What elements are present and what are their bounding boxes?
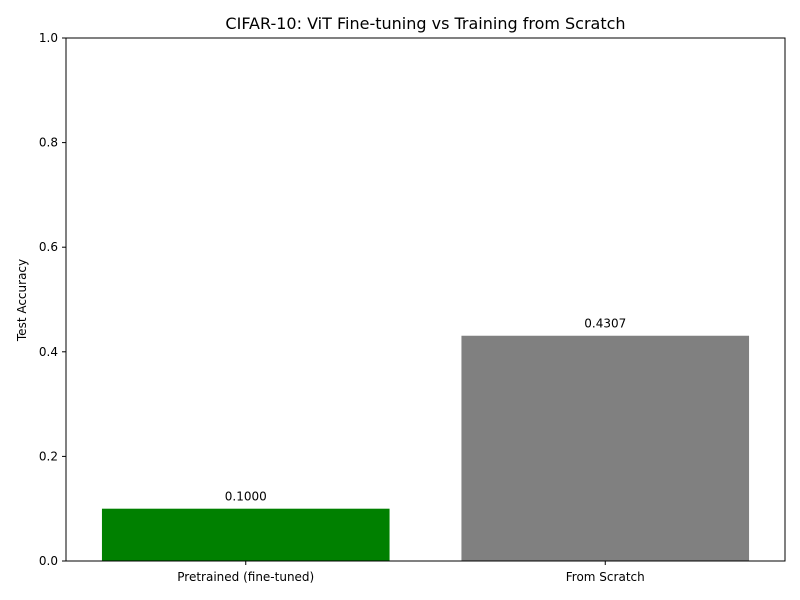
plot-frame (65, 37, 786, 562)
bar-2 (461, 335, 750, 561)
chart-title: CIFAR-10: ViT Fine-tuning vs Training fr… (225, 14, 625, 33)
y-axis-ticks: 0.0 0.2 0.4 0.6 0.8 1.0 (39, 31, 66, 568)
y-tick-label-3: 0.4 (39, 345, 58, 359)
data-label-1: 0.1000 (225, 490, 267, 504)
y-axis-label: Test Accuracy (15, 259, 29, 342)
y-tick-label-2: 0.2 (39, 449, 58, 463)
y-tick-label-5: 0.8 (39, 136, 58, 150)
bar-1 (101, 508, 390, 561)
y-tick-label-1: 0.0 (39, 554, 58, 568)
y-tick-label-6: 1.0 (39, 31, 58, 45)
x-tick-label-1: Pretrained (fine-tuned) (177, 570, 314, 584)
bars-group (101, 335, 750, 561)
data-label-2: 0.4307 (584, 317, 626, 331)
x-axis-ticks: Pretrained (fine-tuned) From Scratch (177, 561, 645, 584)
y-tick-label-4: 0.6 (39, 240, 58, 254)
x-tick-label-2: From Scratch (566, 570, 645, 584)
data-labels-group: 0.1000 0.4307 (225, 317, 627, 504)
